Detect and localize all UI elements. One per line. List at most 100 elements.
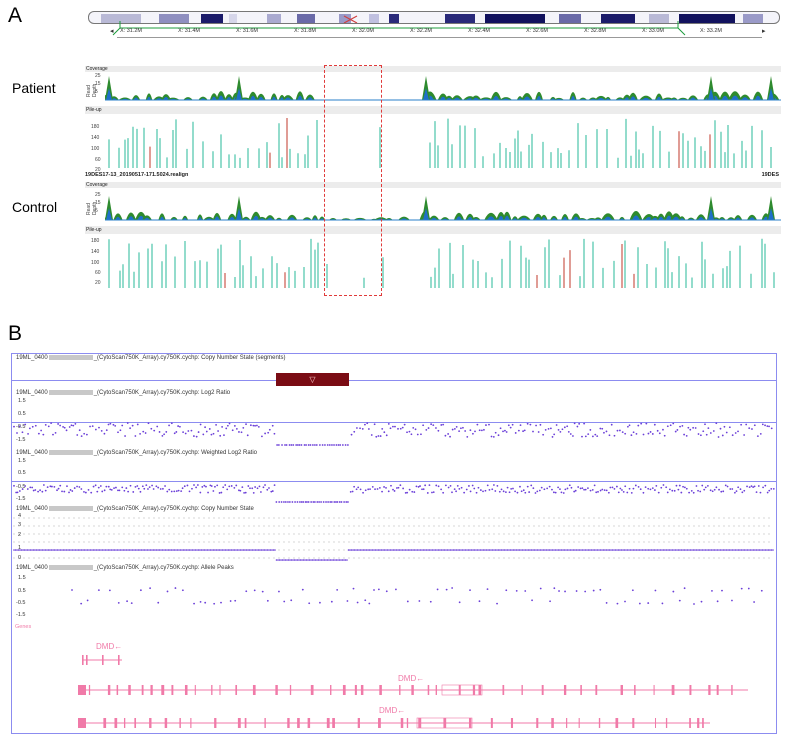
grid-dot bbox=[538, 557, 540, 559]
data-point bbox=[254, 486, 257, 488]
data-point bbox=[573, 490, 576, 493]
coverage-peak bbox=[593, 217, 603, 220]
data-point bbox=[653, 489, 656, 491]
grid-dot bbox=[433, 533, 435, 535]
data-point bbox=[522, 430, 524, 433]
ideogram-zoom-bracket bbox=[112, 21, 686, 36]
gene-exon bbox=[297, 718, 300, 728]
grid-dot bbox=[93, 541, 95, 543]
grid-dot bbox=[648, 557, 650, 559]
cn-state-point bbox=[659, 549, 662, 551]
cn-state-point bbox=[581, 549, 584, 551]
grid-dot bbox=[328, 557, 330, 559]
grid-dot bbox=[443, 533, 445, 535]
coverage-peak-inner bbox=[632, 215, 640, 220]
data-point bbox=[219, 434, 222, 437]
grid-dot bbox=[448, 557, 450, 559]
data-point bbox=[583, 488, 585, 491]
data-point bbox=[549, 427, 552, 430]
data-point bbox=[603, 489, 606, 492]
cn-state-point bbox=[37, 549, 39, 551]
data-point bbox=[502, 490, 505, 493]
data-point bbox=[494, 490, 497, 492]
cn-state-point bbox=[349, 549, 351, 551]
grid-dot bbox=[178, 557, 180, 559]
data-point bbox=[193, 435, 195, 437]
cn-state-point bbox=[290, 559, 293, 561]
cn-state-point bbox=[650, 549, 653, 551]
data-point bbox=[268, 428, 271, 431]
grid-dot bbox=[258, 517, 260, 519]
grid-dot bbox=[493, 541, 495, 543]
data-point bbox=[13, 425, 15, 428]
grid-dot bbox=[108, 517, 110, 519]
grid-dot bbox=[393, 533, 395, 535]
data-point bbox=[381, 490, 383, 493]
cn-state-point bbox=[391, 549, 393, 551]
data-point bbox=[134, 435, 137, 437]
cn-state-point bbox=[58, 549, 60, 551]
cn-state-point bbox=[382, 549, 384, 551]
grid-dot bbox=[623, 525, 625, 527]
grid-dot bbox=[688, 557, 690, 559]
data-point bbox=[270, 490, 273, 493]
data-point bbox=[595, 491, 598, 494]
cn-state-point bbox=[124, 549, 126, 551]
data-point bbox=[530, 484, 533, 487]
data-point bbox=[257, 425, 260, 428]
cn-state-point bbox=[626, 549, 629, 551]
scroll-left-icon[interactable]: ◂ bbox=[110, 28, 114, 35]
cn-state-point bbox=[739, 549, 741, 551]
cn-state-point bbox=[67, 549, 69, 551]
grid-dot bbox=[128, 557, 130, 559]
coverage-peak-inner bbox=[630, 96, 636, 100]
grid-dot bbox=[248, 525, 250, 527]
grid-dot bbox=[573, 525, 575, 527]
grid-dot bbox=[13, 557, 15, 559]
allele-point bbox=[80, 602, 83, 605]
data-point bbox=[390, 484, 392, 487]
grid-dot bbox=[483, 517, 485, 519]
data-point bbox=[408, 488, 411, 491]
grid-dot bbox=[358, 557, 360, 559]
gene-exon bbox=[357, 718, 360, 728]
cn-state-point bbox=[229, 549, 231, 551]
data-point bbox=[729, 488, 732, 490]
data-point bbox=[61, 490, 63, 493]
grid-dot bbox=[503, 517, 505, 519]
grid-dot bbox=[183, 541, 185, 543]
allele-point bbox=[716, 600, 719, 603]
cn-state-point bbox=[488, 549, 491, 551]
cn-state-point bbox=[485, 549, 488, 551]
grid-dot bbox=[558, 525, 560, 527]
data-point bbox=[101, 490, 104, 493]
grid-dot bbox=[588, 517, 590, 519]
data-point bbox=[367, 488, 370, 491]
cn-state-point bbox=[16, 549, 18, 551]
data-point bbox=[42, 484, 45, 486]
cn-state-point bbox=[410, 549, 413, 551]
data-point bbox=[413, 491, 416, 493]
data-point bbox=[245, 423, 247, 426]
coverage-peak bbox=[275, 217, 283, 220]
cn-state-point bbox=[413, 549, 416, 551]
pileup-tick: 180 bbox=[91, 124, 100, 130]
grid-dot bbox=[288, 557, 290, 559]
grid-dot bbox=[393, 557, 395, 559]
data-point bbox=[442, 423, 445, 426]
scroll-right-icon[interactable]: ▸ bbox=[762, 28, 766, 35]
loss-segment[interactable]: ▽ bbox=[276, 373, 349, 386]
cn-state-point bbox=[758, 549, 761, 551]
grid-dot bbox=[718, 517, 720, 519]
grid-dot bbox=[533, 517, 535, 519]
grid-dot bbox=[293, 557, 295, 559]
grid-dot bbox=[188, 525, 190, 527]
gene-exon bbox=[379, 685, 382, 695]
position-ruler[interactable]: ◂ ▸ X: 31.2M X: 31.4M X: 31.6M X: 31.8M … bbox=[110, 27, 770, 39]
grid-dot bbox=[768, 533, 770, 535]
cn-state-point bbox=[29, 549, 32, 551]
segment-track-line bbox=[12, 380, 776, 381]
cn-state-point bbox=[493, 549, 495, 551]
grid-dot bbox=[578, 517, 580, 519]
grid-dot bbox=[628, 541, 630, 543]
